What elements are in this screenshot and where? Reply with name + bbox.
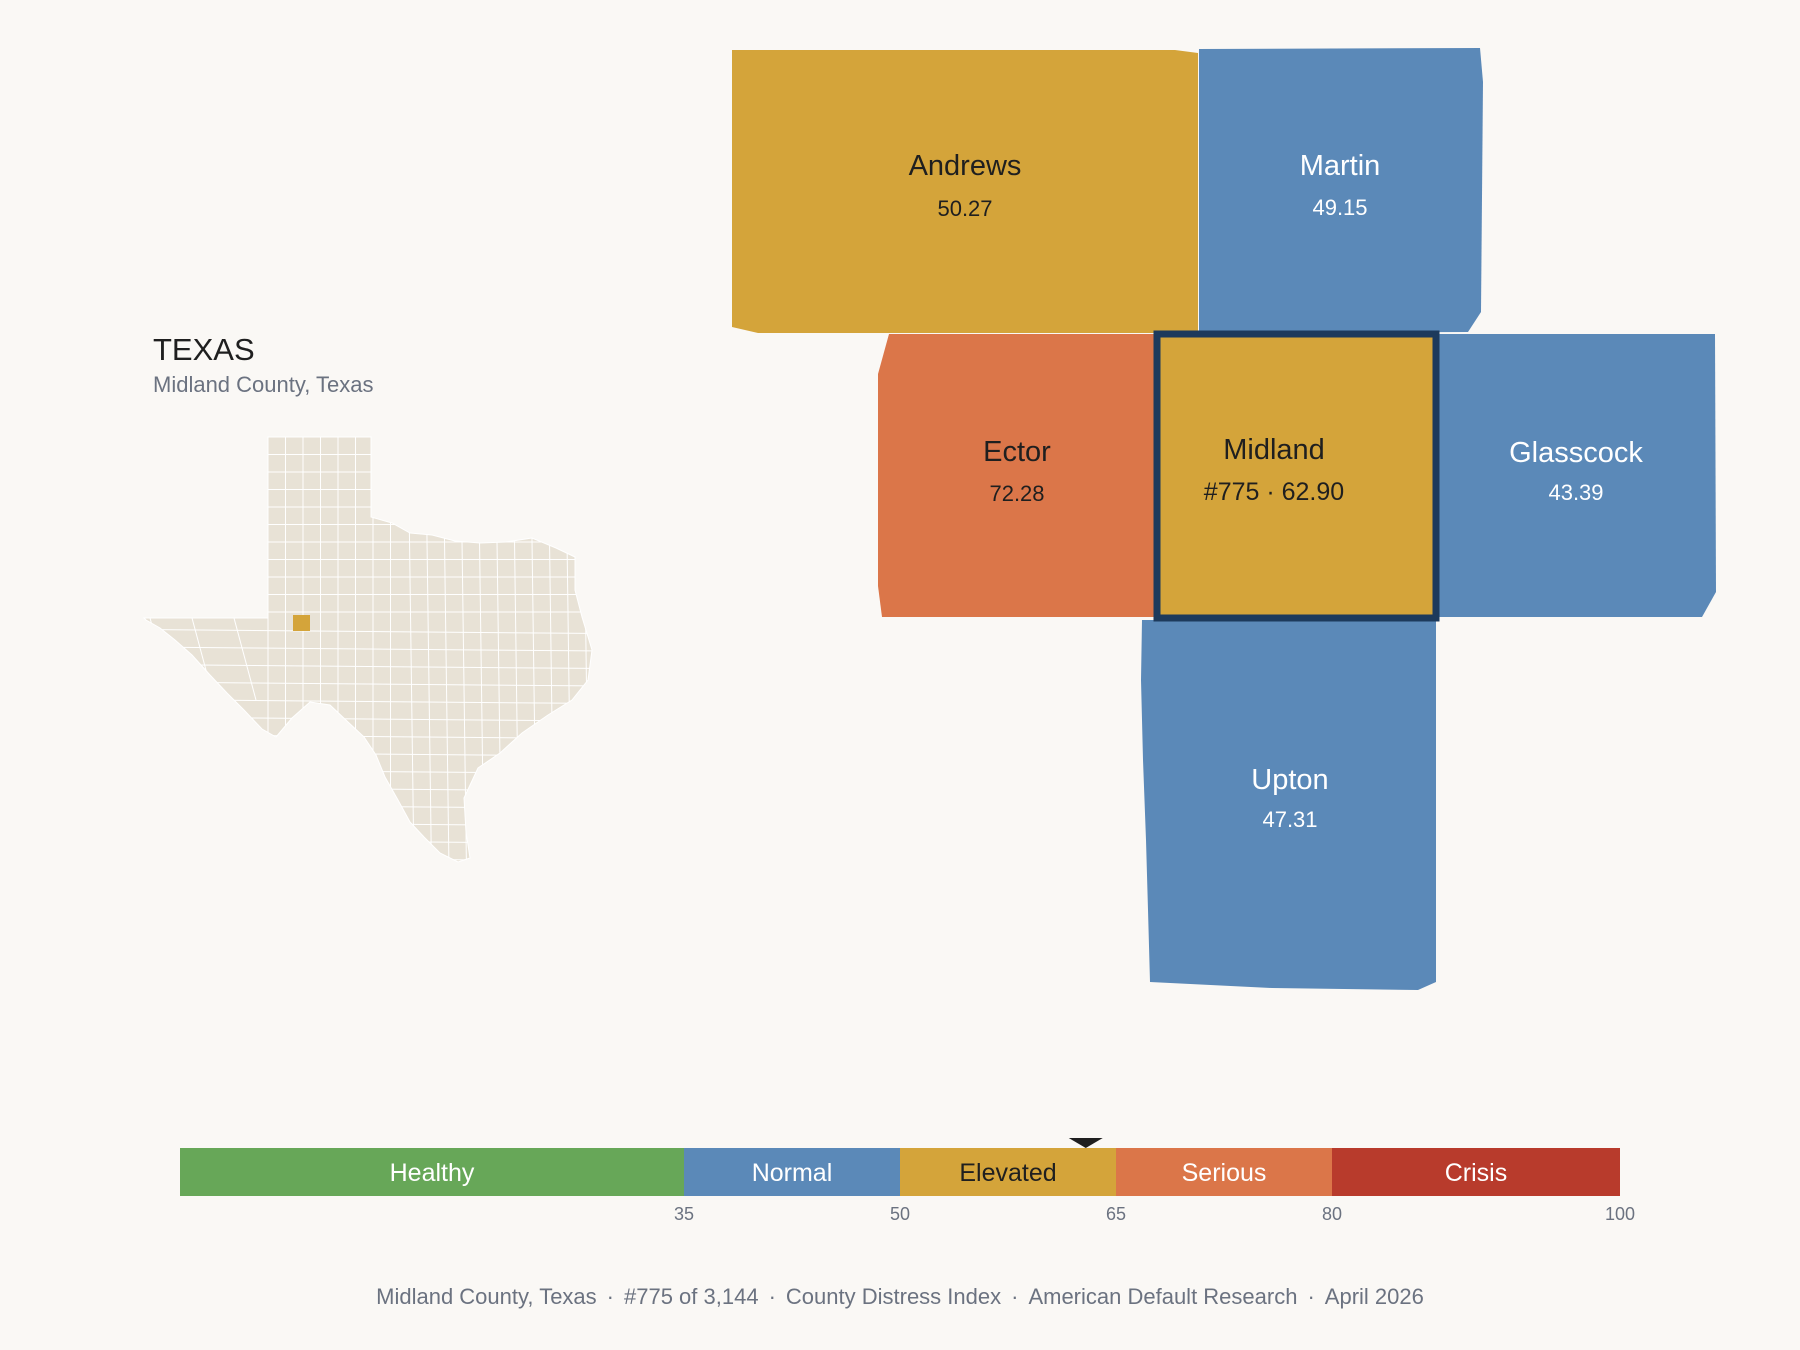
legend-segment-normal [684, 1148, 900, 1196]
legend-segment-serious [1116, 1148, 1332, 1196]
distress-legend: Healthy Normal Elevated Serious Crisis 35 50 6… [180, 1138, 1635, 1224]
state-title: TEXAS [153, 332, 255, 367]
legend-segment-healthy [180, 1148, 684, 1196]
county-boundary [144, 629, 592, 634]
county-value-ector: 72.28 [989, 481, 1044, 506]
legend-tick: 80 [1322, 1204, 1342, 1224]
county-boundary [144, 646, 592, 652]
county-midland[interactable]: Midland #775 · 62.90 [1153, 330, 1440, 622]
county-upton[interactable]: Upton 47.31 [1141, 620, 1436, 990]
footer-index-name: County Distress Index [785, 1284, 1002, 1309]
footer-separator: · [606, 1284, 614, 1309]
county-value-martin: 49.15 [1312, 195, 1367, 220]
county-name-glasscock: Glasscock [1509, 437, 1643, 469]
state-subtitle: Midland County, Texas [153, 372, 374, 397]
texas-locator-map [142, 436, 593, 863]
county-ector[interactable]: Ector 72.28 [878, 334, 1155, 617]
footer-source: American Default Research [1028, 1284, 1298, 1309]
legend-label-healthy: Healthy [390, 1159, 475, 1187]
legend-tick: 50 [890, 1204, 910, 1224]
legend-tick: 100 [1605, 1204, 1635, 1224]
county-boundary [233, 617, 257, 701]
county-value-glasscock: 43.39 [1548, 480, 1603, 505]
footer-separator: · [1307, 1284, 1315, 1309]
county-martin[interactable]: Martin 49.15 [1199, 48, 1483, 333]
county-boundary [144, 786, 592, 792]
legend-segment-elevated [900, 1148, 1116, 1196]
midland-county-locator [293, 615, 310, 631]
legend-label-serious: Serious [1182, 1159, 1267, 1187]
county-boundary [144, 769, 592, 774]
legend-tick: 65 [1106, 1204, 1126, 1224]
county-boundary [144, 804, 592, 809]
county-value-midland: #775 · 62.90 [1204, 478, 1344, 506]
footer-date: April 2026 [1324, 1284, 1424, 1309]
county-name-martin: Martin [1300, 150, 1381, 182]
county-value-upton: 47.31 [1262, 807, 1317, 832]
county-name-upton: Upton [1251, 764, 1328, 796]
county-map: Andrews 50.27 Martin 49.15 Ector 72.28 G… [732, 48, 1716, 990]
county-name-midland: Midland [1223, 434, 1325, 466]
footer-separator: · [768, 1284, 776, 1309]
legend-label-crisis: Crisis [1445, 1159, 1508, 1187]
footer: Midland County, Texas · #775 of 3,144 · Coun… [0, 1284, 1800, 1310]
legend-tick: 35 [674, 1204, 694, 1224]
legend-label-normal: Normal [752, 1159, 833, 1187]
county-name-andrews: Andrews [909, 150, 1022, 182]
legend-label-elevated: Elevated [959, 1159, 1056, 1187]
county-value-andrews: 50.27 [937, 196, 992, 221]
legend-segment-crisis [1332, 1148, 1620, 1196]
county-boundary [144, 821, 592, 827]
footer-county: Midland County, Texas [376, 1284, 597, 1309]
footer-rank: #775 of 3,144 [624, 1284, 759, 1309]
county-andrews[interactable]: Andrews 50.27 [732, 50, 1198, 333]
current-value-marker [1068, 1138, 1103, 1148]
county-boundary [144, 856, 592, 862]
county-boundary [144, 664, 592, 669]
texas-outline [142, 436, 593, 863]
county-boundary [144, 751, 592, 757]
county-name-ector: Ector [983, 436, 1051, 468]
county-glasscock[interactable]: Glasscock 43.39 [1438, 334, 1716, 617]
county-boundary [144, 839, 592, 844]
footer-separator: · [1011, 1284, 1019, 1309]
